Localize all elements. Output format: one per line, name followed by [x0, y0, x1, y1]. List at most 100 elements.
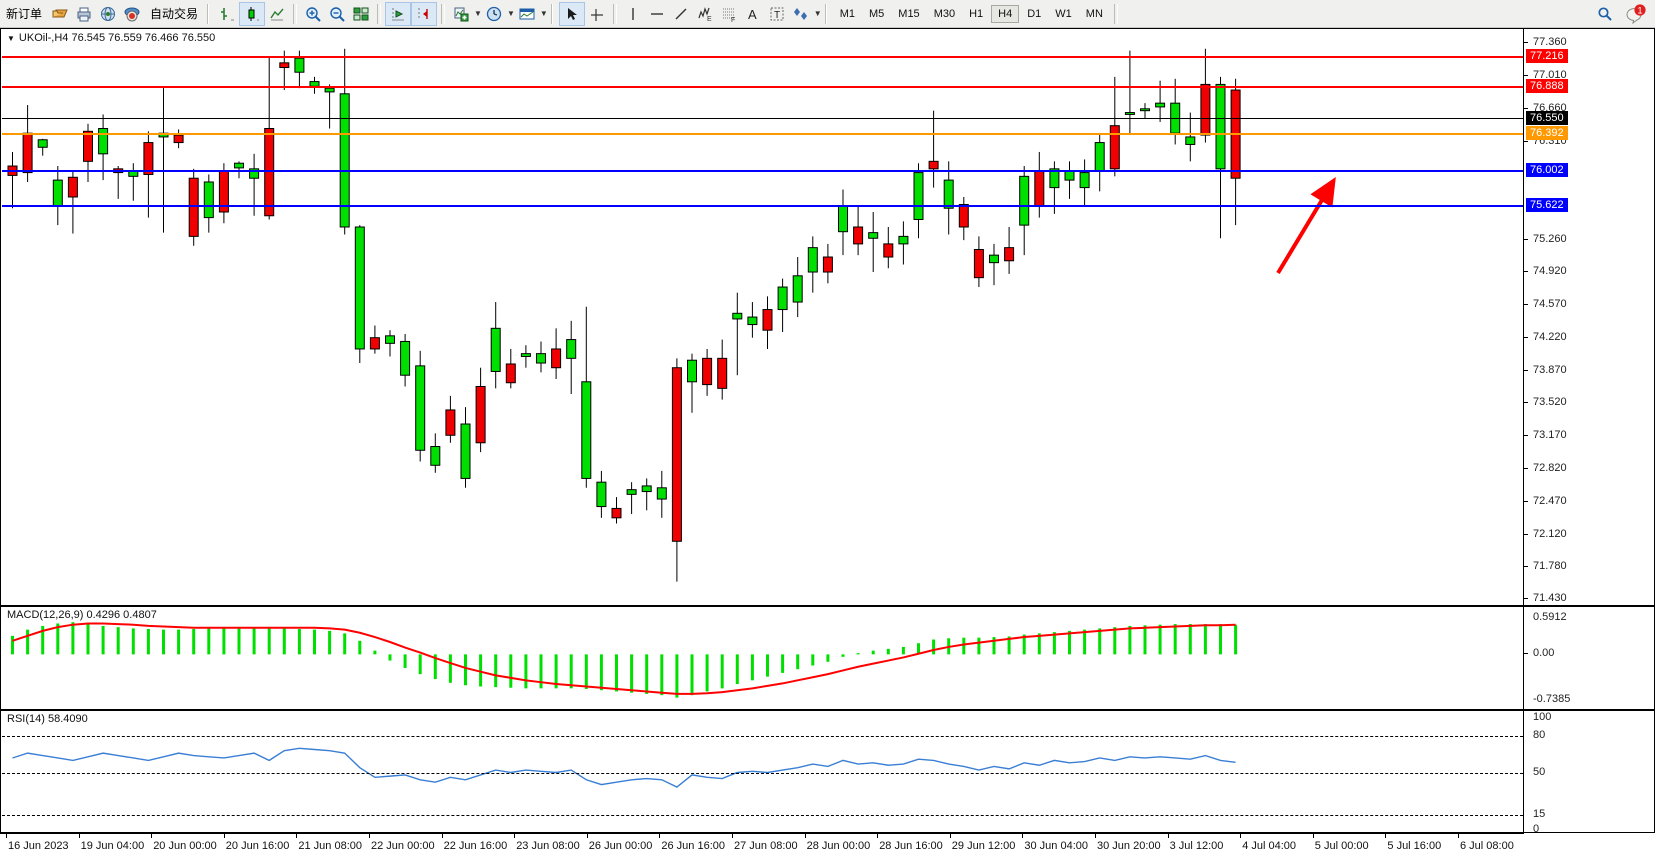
- price-plot[interactable]: [2, 30, 1523, 604]
- rsi-plot[interactable]: [2, 712, 1523, 831]
- macd-panel[interactable]: MACD(12,26,9) 0.4296 0.4807 0.5912 0.00 -0…: [0, 606, 1655, 710]
- alerts-icon[interactable]: 1: [1623, 3, 1649, 25]
- globe-icon[interactable]: [96, 3, 120, 25]
- line-chart-icon[interactable]: [265, 3, 289, 25]
- candle-body: [475, 385, 486, 444]
- horizontal-line-icon[interactable]: [645, 3, 669, 25]
- price-level-tag[interactable]: 75.622: [1526, 198, 1568, 213]
- macd-plot[interactable]: [2, 608, 1523, 708]
- add-indicator-icon[interactable]: [449, 3, 473, 25]
- macd-axis[interactable]: 0.5912 0.00 -0.7385: [1523, 607, 1654, 709]
- price-level-line-resistance[interactable]: [2, 86, 1523, 89]
- time-tick: [1095, 834, 1096, 838]
- price-tick-label: 71.780: [1533, 559, 1567, 572]
- shift-start-icon[interactable]: [385, 1, 412, 26]
- candle-body: [928, 160, 939, 170]
- time-tick: [6, 834, 7, 838]
- crosshair-icon[interactable]: [585, 3, 609, 25]
- macd-histogram-bar: [373, 650, 377, 655]
- macd-histogram-bar: [1113, 627, 1117, 655]
- timeframe-w1[interactable]: W1: [1055, 7, 1072, 20]
- timeframe-m30[interactable]: M30: [933, 7, 956, 20]
- timeframe-d1[interactable]: D1: [1027, 7, 1042, 20]
- templates-icon[interactable]: [515, 3, 539, 25]
- elliott-wave-icon[interactable]: E: [693, 3, 717, 25]
- price-level-line-current-price[interactable]: [2, 118, 1523, 120]
- macd-histogram-bar: [448, 654, 452, 683]
- period-caret-icon[interactable]: ▼: [506, 9, 515, 18]
- timeframe-h4[interactable]: H4: [991, 4, 1020, 23]
- price-level-line-pivot[interactable]: [2, 132, 1523, 135]
- trendline-icon[interactable]: [669, 3, 693, 25]
- arrow-annotation[interactable]: [2, 30, 1523, 604]
- shapes-icon[interactable]: [789, 3, 813, 25]
- templates-caret-icon[interactable]: ▼: [539, 9, 548, 18]
- time-tick: [369, 834, 370, 838]
- search-icon[interactable]: [1593, 3, 1617, 25]
- text-label-icon[interactable]: T: [765, 3, 789, 25]
- macd-signal-line: [12, 622, 1236, 695]
- chart-collapse-icon[interactable]: ▼: [7, 34, 15, 43]
- macd-histogram-bar: [871, 650, 875, 655]
- macd-histogram-bar: [71, 622, 75, 655]
- rsi-line: [12, 747, 1236, 788]
- toolbar-gripper-2[interactable]: [550, 3, 556, 24]
- candle-body: [445, 409, 456, 436]
- shift-end-icon[interactable]: [411, 1, 438, 26]
- timeframe-h1[interactable]: H1: [969, 7, 984, 20]
- candle-body: [717, 357, 728, 389]
- time-tick-label: 28 Jun 16:00: [879, 840, 943, 852]
- timeframe-mn[interactable]: MN: [1085, 7, 1103, 20]
- price-level-tag[interactable]: 77.216: [1526, 48, 1568, 63]
- macd-histogram-bar: [1188, 624, 1192, 655]
- price-level-line-support[interactable]: [2, 205, 1523, 208]
- price-level-tag[interactable]: 76.002: [1526, 162, 1568, 177]
- chart-area[interactable]: ▼ UKOil-,H4 76.545 76.559 76.466 76.550 7…: [0, 28, 1655, 860]
- price-level-tag[interactable]: 76.550: [1526, 111, 1568, 126]
- text-icon[interactable]: A: [741, 3, 765, 25]
- price-panel[interactable]: ▼ UKOil-,H4 76.545 76.559 76.466 76.550 7…: [0, 28, 1655, 606]
- toolbar-gripper-3[interactable]: [824, 3, 830, 24]
- timeframe-m5[interactable]: M5: [869, 7, 885, 20]
- macd-title: MACD(12,26,9) 0.4296 0.4807: [7, 609, 157, 621]
- fibonacci-icon[interactable]: F: [717, 3, 741, 25]
- shapes-caret-icon[interactable]: ▼: [813, 9, 822, 18]
- toolbar-separator: [293, 3, 298, 24]
- price-level-line-resistance[interactable]: [2, 55, 1523, 58]
- price-axis[interactable]: 77.360 77.010 76.660 76.310 75.260 74.920 74.5…: [1523, 29, 1654, 605]
- toolbar-gripper[interactable]: [207, 3, 213, 24]
- bar-chart-icon[interactable]: [215, 3, 239, 25]
- period-clock-icon[interactable]: [482, 3, 506, 25]
- price-level-tag[interactable]: 76.888: [1526, 79, 1568, 94]
- add-indicator-caret-icon[interactable]: ▼: [474, 9, 482, 18]
- candle-body: [1004, 247, 1015, 262]
- rsi-tick-label: 80: [1533, 729, 1546, 742]
- timeframe-m15[interactable]: M15: [898, 7, 920, 20]
- candlestick-chart-icon[interactable]: [239, 1, 266, 26]
- tile-windows-icon[interactable]: [349, 3, 373, 25]
- candle-body: [98, 128, 109, 155]
- cursor-icon[interactable]: [558, 1, 585, 26]
- candle-body: [807, 247, 818, 273]
- vertical-line-icon[interactable]: [621, 3, 645, 25]
- expert-advisor-icon[interactable]: [120, 3, 144, 25]
- price-tick: [1524, 140, 1528, 142]
- zoom-in-icon[interactable]: [301, 3, 325, 25]
- auto-trading-button[interactable]: 自动交易: [150, 7, 199, 21]
- time-tick: [223, 834, 225, 838]
- price-level-line-support[interactable]: [2, 169, 1523, 172]
- time-tick-label: 5 Jul 16:00: [1387, 840, 1442, 852]
- rsi-axis[interactable]: 100 80 50 15 0: [1523, 711, 1654, 835]
- rsi-panel[interactable]: RSI(14) 58.4090 100 80 50 15 0: [0, 710, 1655, 835]
- folder-icon[interactable]: [48, 3, 72, 25]
- time-tick-label: 30 Jun 04:00: [1024, 840, 1089, 852]
- time-axis[interactable]: 16 Jun 2023 19 Jun 04:00 20 Jun 00:00 20 Ju…: [0, 833, 1524, 860]
- new-order-button[interactable]: 新订单: [6, 7, 43, 21]
- candle-body: [400, 340, 411, 376]
- price-level-tag[interactable]: 76.392: [1526, 125, 1568, 140]
- macd-histogram-bar: [539, 654, 543, 689]
- printer-icon[interactable]: [72, 3, 96, 25]
- time-tick-label: 22 Jun 16:00: [443, 840, 508, 852]
- timeframe-m1[interactable]: M1: [839, 7, 855, 20]
- zoom-out-icon[interactable]: [325, 3, 349, 25]
